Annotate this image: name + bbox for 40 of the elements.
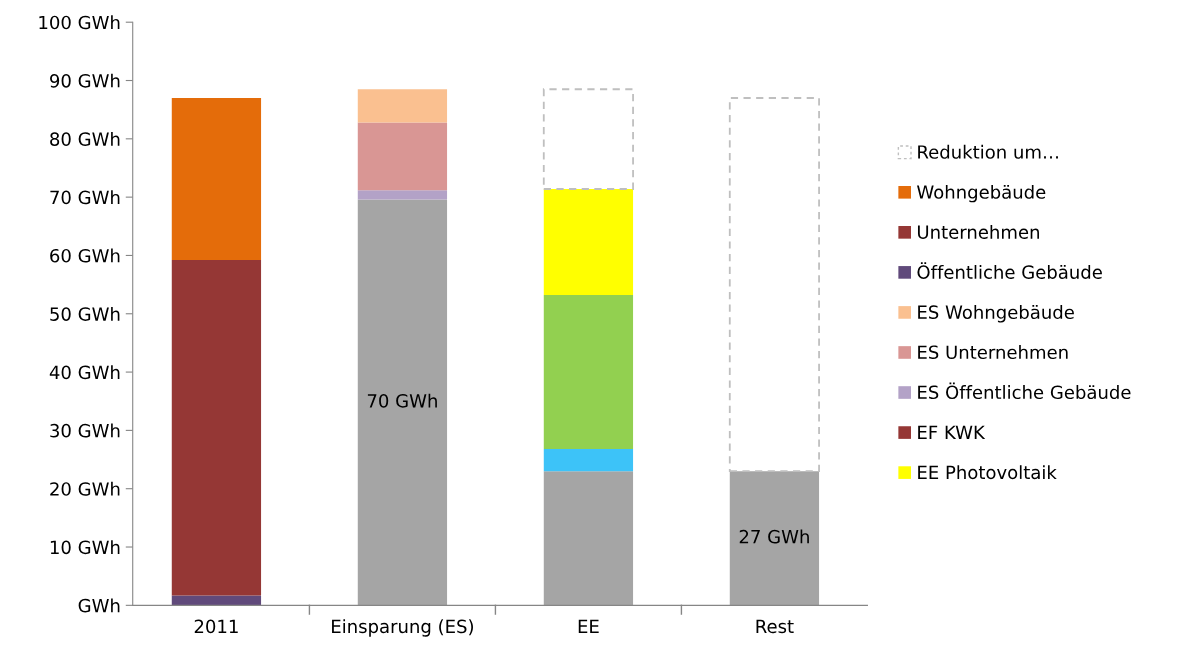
- legend-label: ES Öffentliche Gebäude: [918, 382, 1131, 400]
- y-tick-label: GWh: [78, 598, 120, 613]
- y-tick-label: 60 GWh: [50, 248, 120, 263]
- bar: [543, 449, 634, 472]
- y-tick-label: 20 GWh: [50, 481, 120, 496]
- y-tick-label: 30 GWh: [50, 423, 120, 438]
- bar: [543, 471, 634, 606]
- bar: [171, 260, 262, 596]
- y-tick-label: 10 GWh: [50, 540, 120, 555]
- legend-label: ES Wohngebäude: [918, 305, 1074, 323]
- legend-label: Öffentliche Gebäude: [917, 262, 1102, 279]
- y-tick-label: 70 GWh: [50, 190, 120, 205]
- x-tick-label: Rest: [756, 619, 794, 634]
- y-tick-label: 50 GWh: [50, 306, 120, 321]
- bar: [729, 471, 820, 606]
- legend-label: EF KWK: [918, 425, 986, 439]
- legend-label: Wohngebäude: [917, 184, 1046, 203]
- y-tick-label: 40 GWh: [49, 365, 120, 380]
- bar: [543, 295, 634, 450]
- bar: [357, 199, 448, 606]
- legend-label: ES Unternehmen: [918, 345, 1068, 360]
- bar: [542, 88, 634, 190]
- y-tick-label: 90 GWh: [50, 73, 120, 88]
- y-tick-label: 100 GWh: [39, 15, 120, 30]
- bar: [357, 89, 448, 123]
- annotation: 27 GWh: [739, 529, 809, 544]
- bar: [171, 98, 262, 261]
- bar: [543, 188, 634, 296]
- x-tick-label: EE: [578, 619, 599, 633]
- bar: [357, 122, 448, 191]
- y-tick-label: 80 GWh: [50, 131, 120, 146]
- bar: [171, 595, 262, 606]
- annotation: 70 GWh: [367, 393, 437, 408]
- legend-label: Unternehmen: [917, 224, 1039, 239]
- bar: [728, 97, 820, 473]
- bar: [357, 190, 448, 200]
- legend-label: EE Photovoltaik: [918, 465, 1057, 480]
- x-tick-label: 2011: [194, 619, 238, 634]
- x-tick-label: Einsparung (ES): [332, 619, 473, 637]
- legend-label: Reduktion um…: [918, 144, 1058, 159]
